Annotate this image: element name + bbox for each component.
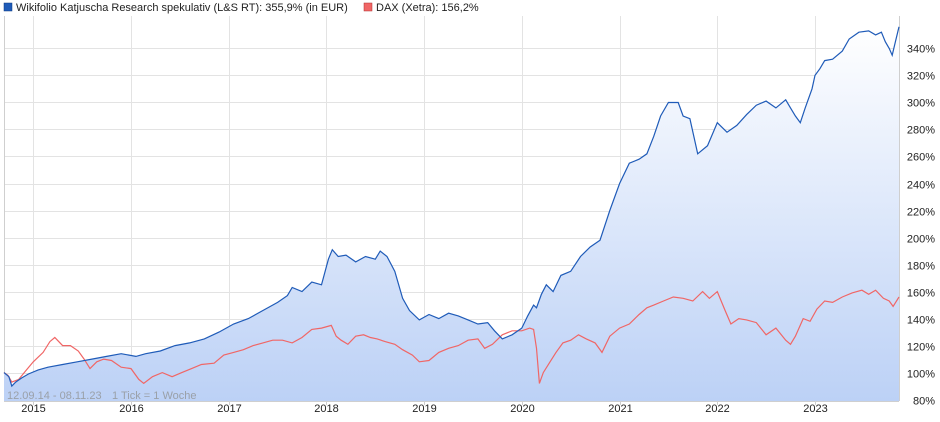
tick-interval-label: 1 Tick = 1 Woche bbox=[112, 390, 196, 402]
y-tick-label: 240% bbox=[907, 180, 935, 192]
x-tick-label: 2018 bbox=[314, 403, 338, 415]
series-1-line bbox=[3, 26, 900, 388]
y-axis-labels: 80% 100% 120% 140% 160% 180% 200% 220% 240% 260% 2… bbox=[907, 44, 935, 408]
y-tick-label: 220% bbox=[907, 207, 935, 219]
legend-label-series-1: Wikifolio Katjuscha Research spekulativ … bbox=[16, 2, 348, 14]
x-tick-label: 2016 bbox=[119, 403, 143, 415]
series-2-line bbox=[3, 289, 900, 385]
legend: Wikifolio Katjuscha Research spekulativ … bbox=[3, 2, 479, 14]
y-tick-label: 340% bbox=[907, 44, 935, 56]
x-tick-label: 2017 bbox=[217, 403, 241, 415]
x-tick-label: 2015 bbox=[21, 403, 45, 415]
x-axis-labels: 2015 2016 2017 2018 2019 2020 2021 2022 2023 bbox=[21, 403, 827, 415]
legend-swatch-series-2 bbox=[363, 2, 373, 12]
x-tick-label: 2020 bbox=[510, 403, 534, 415]
y-tick-label: 280% bbox=[907, 125, 935, 137]
y-tick-label: 160% bbox=[907, 288, 935, 300]
legend-label-series-2: DAX (Xetra): 156,2% bbox=[376, 2, 479, 14]
series-1-area bbox=[4, 26, 899, 402]
y-tick-label: 120% bbox=[907, 342, 935, 354]
y-tick-label: 300% bbox=[907, 98, 935, 110]
legend-swatch-series-1 bbox=[3, 2, 13, 12]
x-tick-label: 2019 bbox=[412, 403, 436, 415]
y-tick-label: 80% bbox=[913, 396, 935, 408]
x-tick-label: 2023 bbox=[803, 403, 827, 415]
y-tick-label: 320% bbox=[907, 71, 935, 83]
x-tick-label: 2022 bbox=[705, 403, 729, 415]
y-tick-label: 100% bbox=[907, 369, 935, 381]
y-tick-label: 260% bbox=[907, 152, 935, 164]
y-tick-label: 140% bbox=[907, 315, 935, 327]
y-tick-label: 200% bbox=[907, 234, 935, 246]
date-range-label: 12.09.14 - 08.11.23 bbox=[7, 390, 102, 402]
y-tick-label: 180% bbox=[907, 261, 935, 273]
x-tick-label: 2021 bbox=[608, 403, 632, 415]
